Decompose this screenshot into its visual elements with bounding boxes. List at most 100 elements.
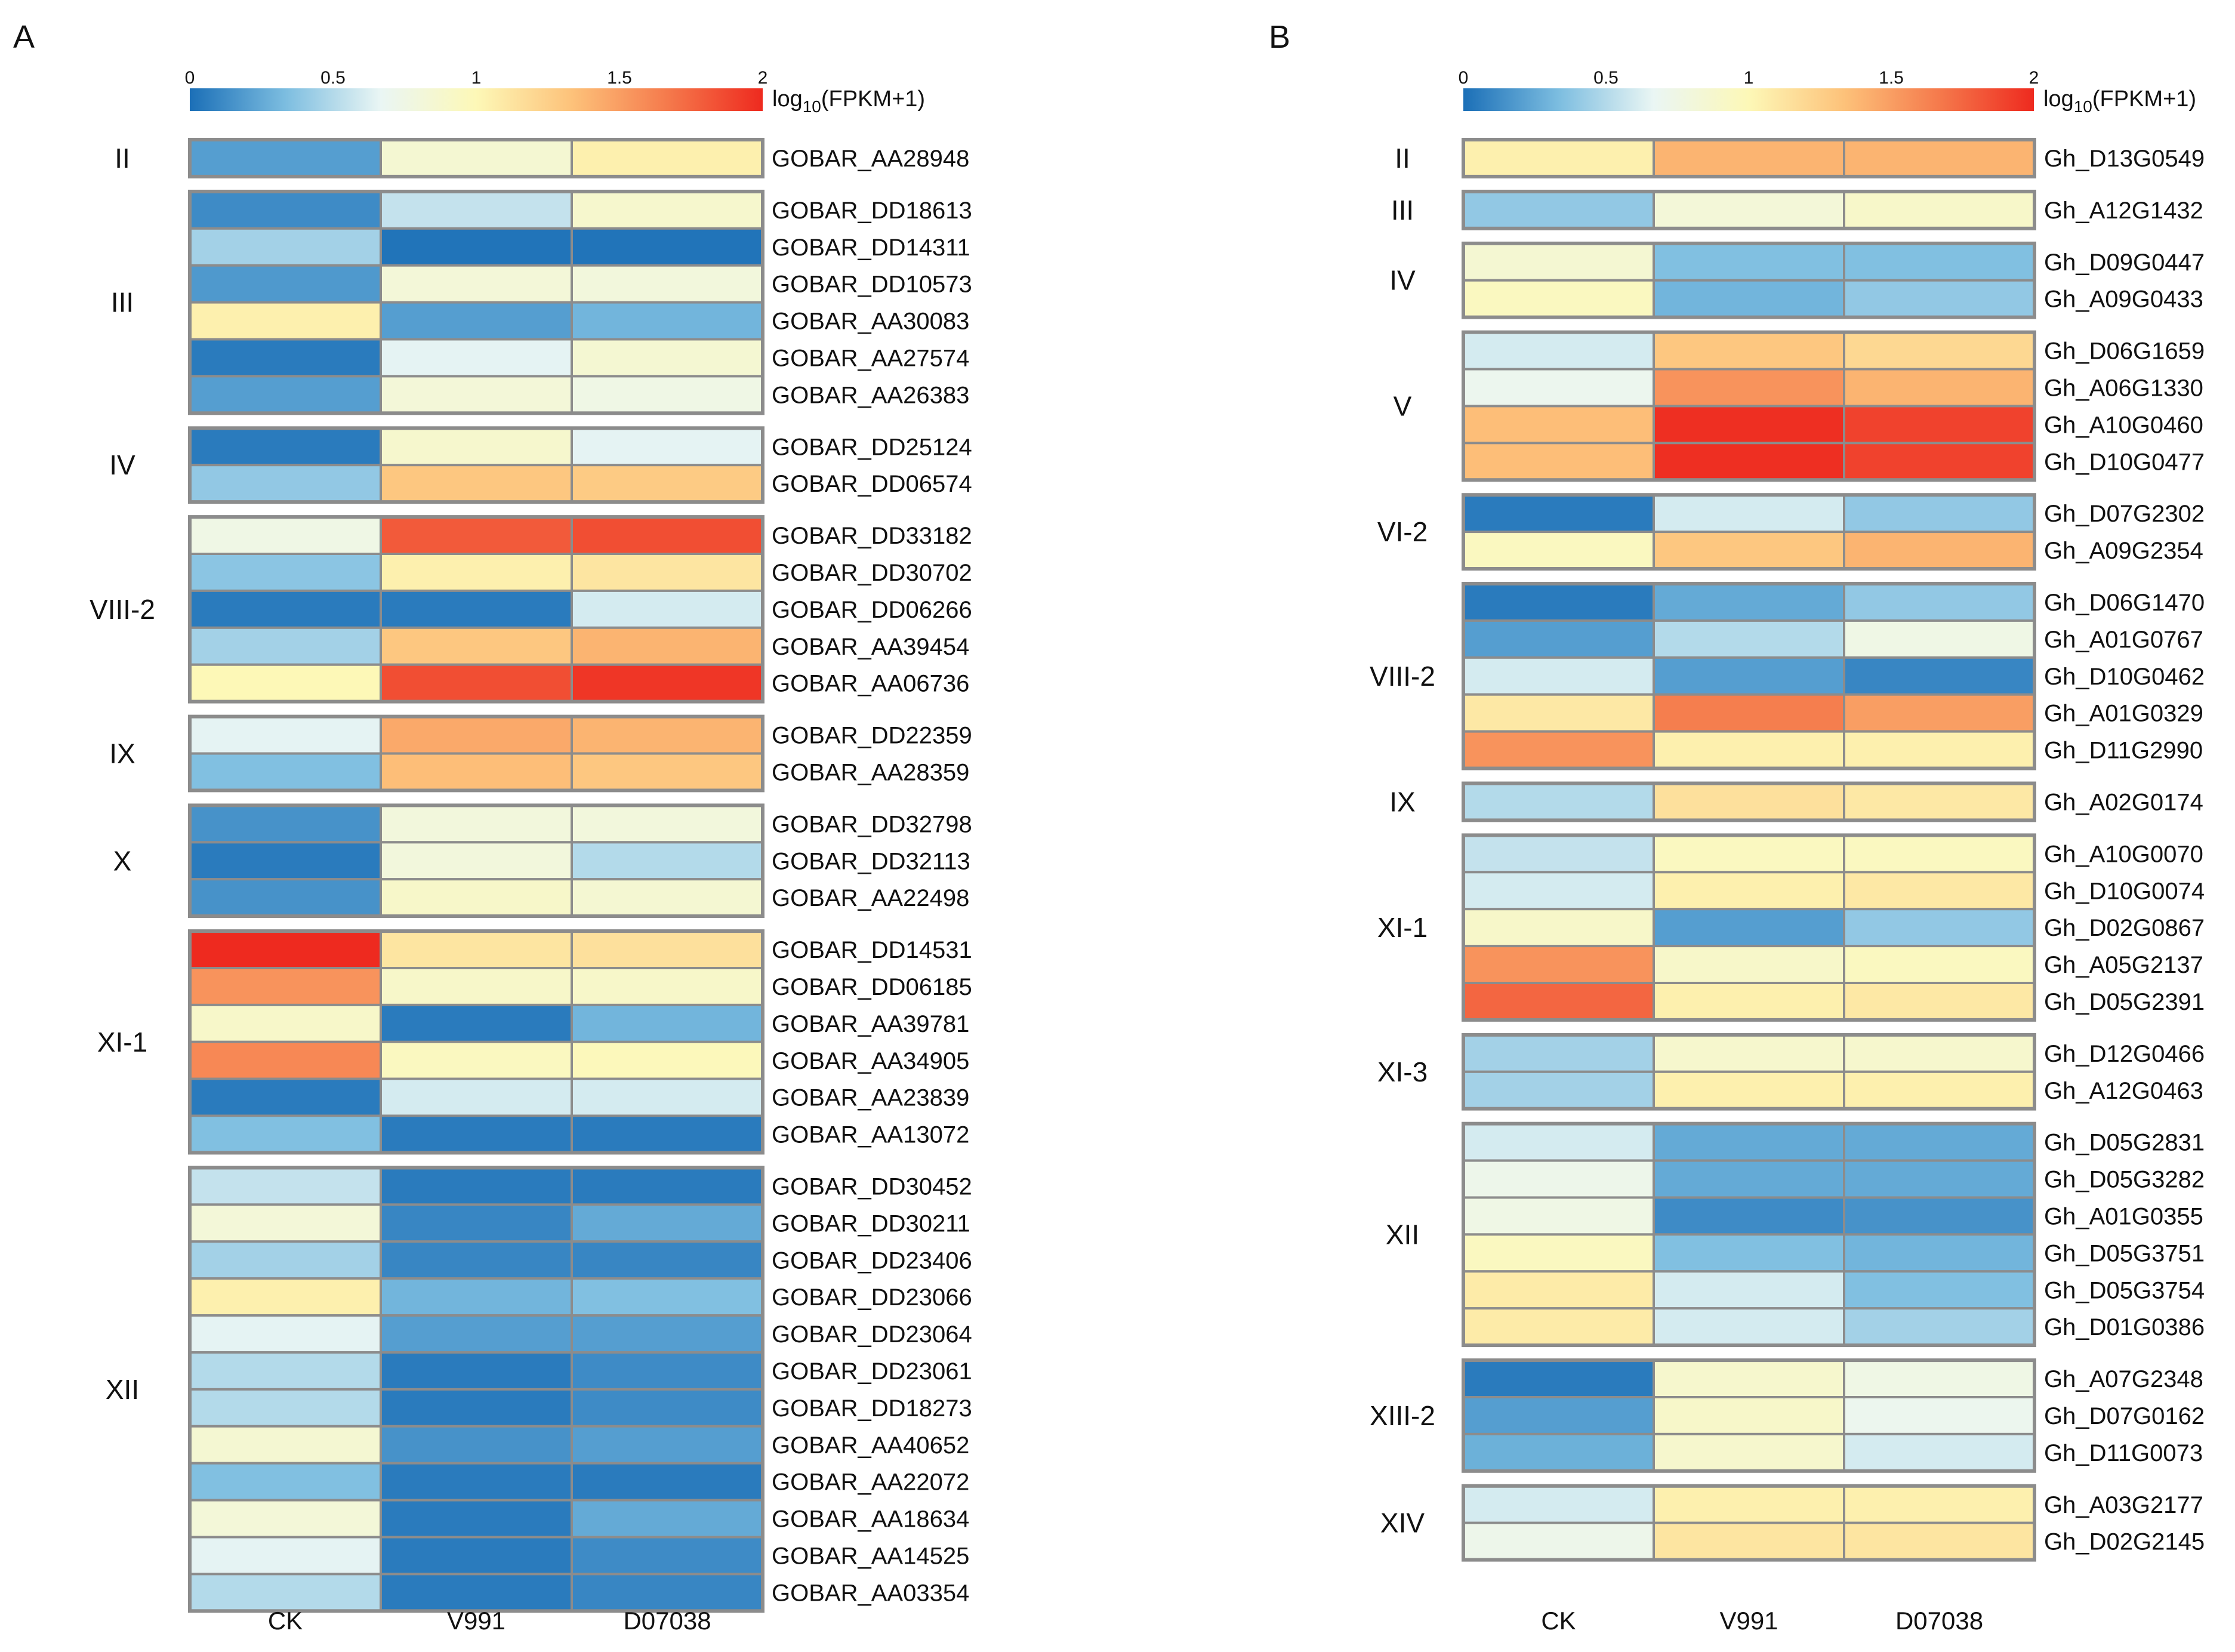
heatmap-cell bbox=[380, 1388, 573, 1428]
heatmap-cell bbox=[571, 1114, 764, 1154]
group-label: XIV bbox=[1380, 1508, 1425, 1539]
heatmap-cell bbox=[571, 264, 764, 304]
heatmap-cell bbox=[189, 841, 382, 881]
heatmap-cell bbox=[1653, 138, 1845, 178]
heatmap-cell bbox=[1462, 1484, 1655, 1524]
row-group: Gh_D06G1659 Gh_A06G1330 Gh_A10G0460 Gh_D10G… bbox=[1394, 330, 2205, 482]
gene-label: GOBAR_DD23066 bbox=[772, 1284, 972, 1311]
group-frame bbox=[1462, 582, 2036, 770]
heatmap-cell bbox=[571, 626, 764, 666]
gene-label: GOBAR_AA06736 bbox=[772, 671, 969, 697]
gene-label: GOBAR_AA28359 bbox=[772, 759, 969, 785]
heatmap-cell bbox=[1462, 1396, 1655, 1435]
heatmap-cell bbox=[571, 553, 764, 592]
row-group: GOBAR_DD18613 GOBAR_DD14311 GOBAR_DD10573 G… bbox=[111, 189, 972, 415]
gene-label: GOBAR_DD23406 bbox=[772, 1247, 972, 1274]
heatmap-cell bbox=[1653, 1159, 1845, 1199]
row-group: Gh_D06G1470 Gh_A01G0767 Gh_D10G0462 Gh_A01G… bbox=[1370, 582, 2205, 770]
heatmap-cell bbox=[571, 301, 764, 341]
heatmap-cell bbox=[189, 138, 382, 178]
gene-label: GOBAR_AA34905 bbox=[772, 1048, 969, 1074]
heatmap-cell bbox=[189, 338, 382, 378]
gene-label: Gh_D02G2145 bbox=[2044, 1529, 2205, 1555]
heatmap-cell bbox=[571, 375, 764, 415]
column-label: CK bbox=[268, 1607, 303, 1635]
group-frame bbox=[188, 929, 764, 1155]
heatmap-cell bbox=[1462, 693, 1655, 733]
heatmap-cell bbox=[1462, 656, 1655, 696]
heatmap-cell bbox=[1843, 1070, 2036, 1110]
heatmap-cell bbox=[189, 1314, 382, 1354]
heatmap-cell bbox=[1462, 982, 1655, 1021]
heatmap-cell bbox=[1462, 138, 1655, 178]
heatmap-cell bbox=[380, 227, 573, 267]
gene-label: GOBAR_AA22498 bbox=[772, 885, 969, 911]
heatmap-cell bbox=[1653, 782, 1845, 822]
heatmap-cell bbox=[189, 301, 382, 341]
heatmap-cell bbox=[189, 1351, 382, 1391]
heatmap-cell bbox=[380, 1240, 573, 1280]
gene-label: GOBAR_DD30211 bbox=[772, 1210, 970, 1237]
heatmap-cell bbox=[1843, 693, 2036, 733]
column-label: D07038 bbox=[623, 1607, 711, 1635]
colorbar-tick-label: 2 bbox=[758, 68, 768, 88]
group-label: XI-3 bbox=[1377, 1056, 1428, 1087]
heatmap-cell bbox=[1653, 1196, 1845, 1236]
heatmap-cell bbox=[380, 1536, 573, 1576]
heatmap-cell bbox=[1653, 405, 1845, 445]
heatmap-cell bbox=[1462, 1521, 1655, 1561]
gene-label: GOBAR_DD06266 bbox=[772, 597, 972, 623]
heatmap-cell bbox=[380, 752, 573, 792]
heatmap-cell bbox=[1462, 582, 1655, 622]
gene-label: Gh_D01G0386 bbox=[2044, 1314, 2205, 1340]
heatmap-cell bbox=[380, 663, 573, 703]
heatmap-cell bbox=[1653, 442, 1845, 482]
group-label: VI-2 bbox=[1377, 516, 1428, 547]
heatmap-cell bbox=[571, 663, 764, 703]
heatmap-cell bbox=[1653, 494, 1845, 534]
heatmap-cell bbox=[571, 752, 764, 792]
group-label: IV bbox=[109, 449, 135, 480]
heatmap-cell bbox=[1653, 693, 1845, 733]
heatmap-cell bbox=[1653, 1484, 1845, 1524]
row-group: GOBAR_DD32798 GOBAR_DD32113 GOBAR_AA22498 X bbox=[113, 803, 972, 919]
heatmap-cell bbox=[1843, 1196, 2036, 1236]
heatmap-cell bbox=[1843, 730, 2036, 770]
heatmap-cell bbox=[571, 930, 764, 969]
heatmap-cell bbox=[189, 190, 382, 230]
heatmap-cell bbox=[1653, 1270, 1845, 1310]
heatmap-cell bbox=[380, 1462, 573, 1502]
heatmap-cell bbox=[189, 663, 382, 703]
heatmap-cell bbox=[1462, 279, 1655, 319]
gene-label: Gh_A03G2177 bbox=[2044, 1492, 2203, 1518]
heatmap-cell bbox=[1843, 331, 2036, 371]
gene-label: GOBAR_DD06185 bbox=[772, 974, 972, 1000]
gene-label: GOBAR_DD23061 bbox=[772, 1358, 972, 1385]
heatmap-cell bbox=[380, 375, 573, 415]
colorbar-label: log10(FPKM+1) bbox=[2043, 87, 2196, 116]
heatmap-cell bbox=[1843, 1521, 2036, 1561]
heatmap-cell bbox=[1843, 405, 2036, 445]
colorbar-label-rest: (FPKM+1) bbox=[2092, 87, 2196, 112]
heatmap-cell bbox=[1462, 1159, 1655, 1199]
column-label: CK bbox=[1541, 1607, 1576, 1635]
heatmap-cell bbox=[571, 1277, 764, 1317]
heatmap-cell bbox=[1843, 782, 2036, 822]
gene-label: GOBAR_DD30702 bbox=[772, 560, 972, 586]
heatmap-cell bbox=[189, 1573, 382, 1613]
row-group: Gh_D12G0466 Gh_A12G0463 XI-3 bbox=[1377, 1032, 2205, 1111]
heatmap-cell bbox=[1653, 190, 1845, 230]
heatmap-cell bbox=[1653, 331, 1845, 371]
heatmap-cell bbox=[380, 301, 573, 341]
group-label: II bbox=[1395, 143, 1410, 174]
heatmap-cell bbox=[1462, 1270, 1655, 1310]
heatmap-cell bbox=[1843, 1396, 2036, 1435]
colorbar-label: log10(FPKM+1) bbox=[772, 87, 925, 116]
gene-label: Gh_A07G2348 bbox=[2044, 1366, 2203, 1392]
gene-label: Gh_D05G2831 bbox=[2044, 1130, 2205, 1156]
heatmap-cell bbox=[1843, 871, 2036, 911]
heatmap-cell bbox=[571, 1573, 764, 1613]
colorbar-tick-label: 0 bbox=[1459, 68, 1469, 88]
gene-label: Gh_D02G0867 bbox=[2044, 915, 2205, 941]
